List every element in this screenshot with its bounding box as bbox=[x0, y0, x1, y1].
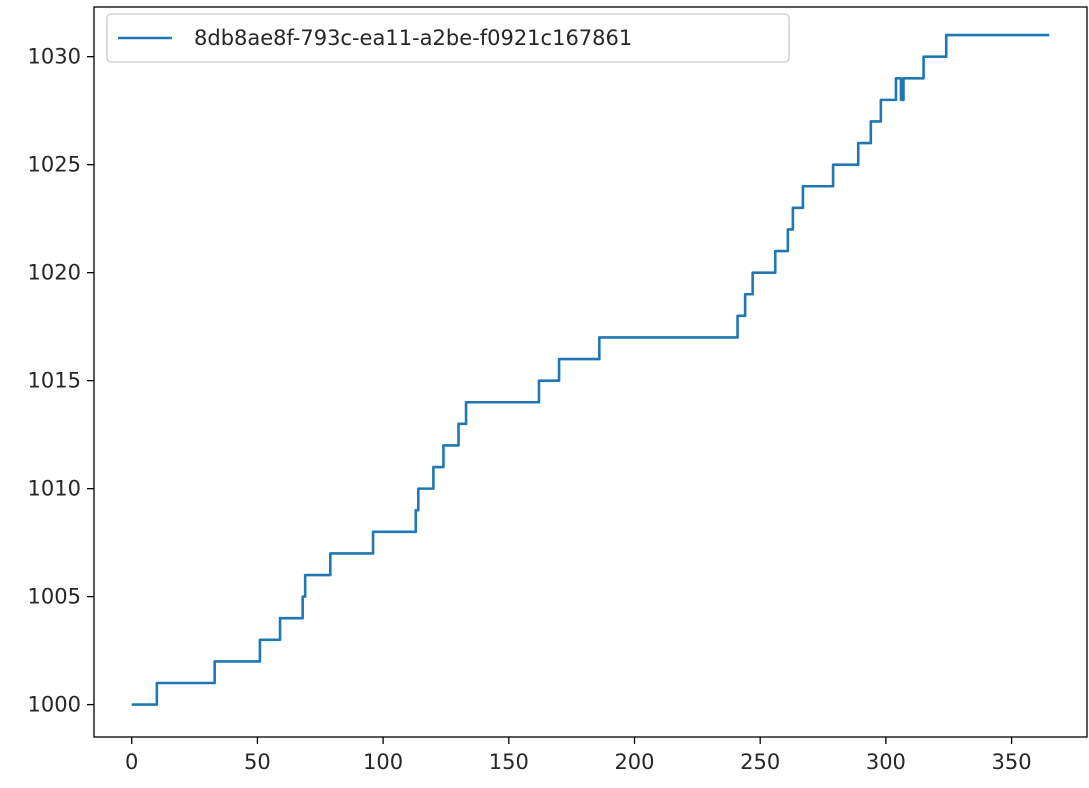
y-tick-label: 1020 bbox=[28, 261, 81, 285]
x-tick-label: 300 bbox=[866, 750, 906, 774]
x-tick-label: 350 bbox=[992, 750, 1032, 774]
y-tick-label: 1015 bbox=[28, 369, 81, 393]
y-tick-label: 1010 bbox=[28, 477, 81, 501]
x-tick-label: 100 bbox=[363, 750, 403, 774]
y-tick-label: 1000 bbox=[28, 693, 81, 717]
y-tick-label: 1030 bbox=[28, 45, 81, 69]
axes-frame bbox=[93, 6, 1088, 738]
x-tick-label: 0 bbox=[125, 750, 138, 774]
legend-box bbox=[106, 13, 790, 63]
x-tick-label: 150 bbox=[489, 750, 529, 774]
plot-area bbox=[131, 33, 1050, 706]
x-axis: 0 50 100 150 200 250 300 350 bbox=[125, 737, 1032, 774]
legend: 8db8ae8f-793c-ea11-a2be-f0921c167861 bbox=[106, 13, 790, 63]
y-tick-label: 1025 bbox=[28, 153, 81, 177]
y-axis: 1000 1005 1010 1015 1020 1025 1030 bbox=[28, 45, 94, 717]
x-tick-label: 200 bbox=[614, 750, 654, 774]
legend-label: 8db8ae8f-793c-ea11-a2be-f0921c167861 bbox=[194, 26, 632, 50]
x-tick-label: 250 bbox=[740, 750, 780, 774]
x-tick-label: 50 bbox=[244, 750, 271, 774]
series-line bbox=[131, 33, 1050, 706]
y-tick-label: 1005 bbox=[28, 585, 81, 609]
